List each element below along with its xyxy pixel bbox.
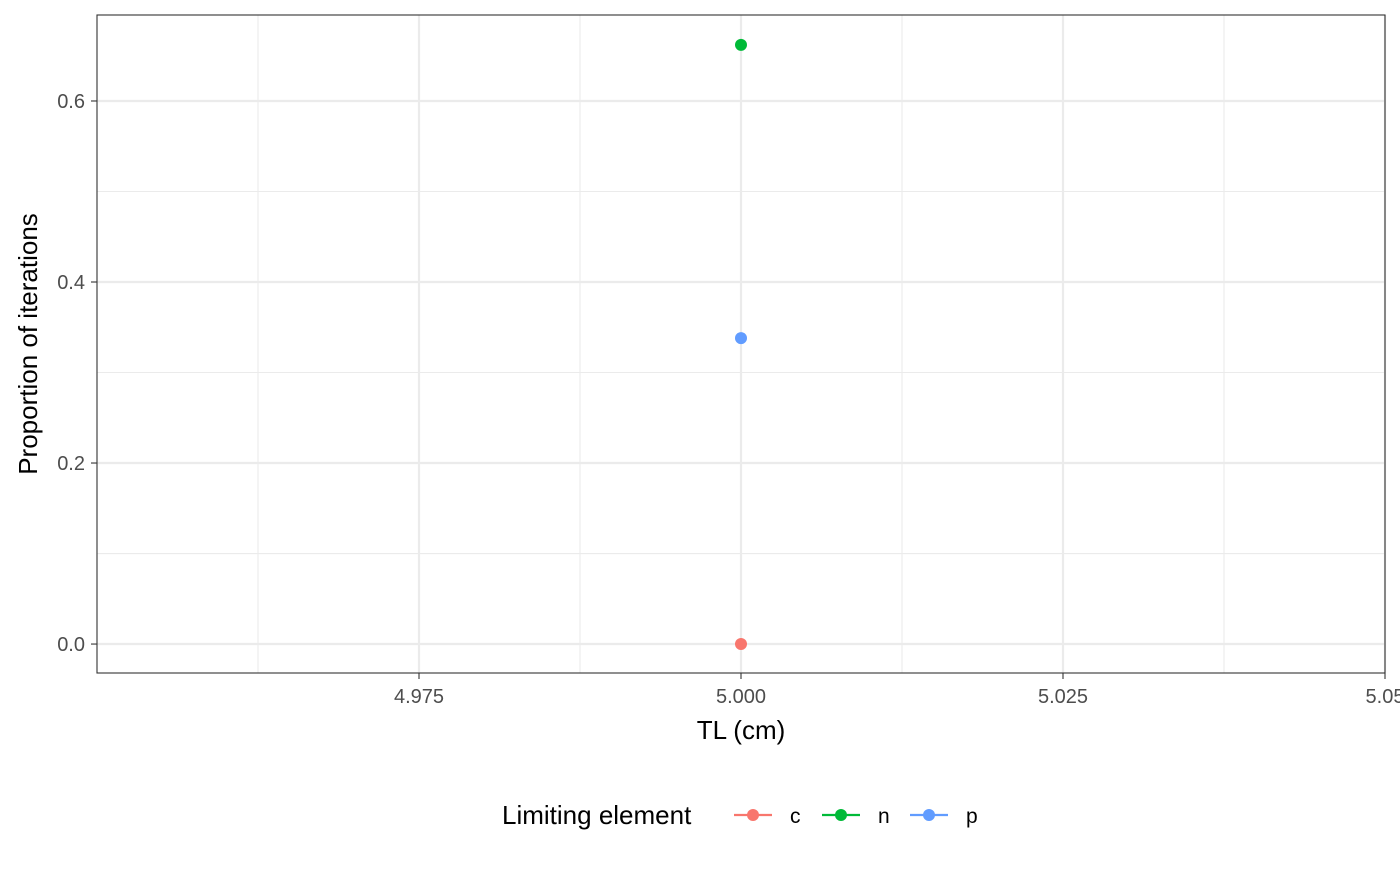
y-tick-label: 0.4 (57, 272, 85, 294)
x-tick-label: 5.000 (716, 686, 766, 708)
legend-item-n: n (822, 805, 890, 828)
legend-item-p: p (910, 805, 978, 828)
y-tick-label: 0.2 (57, 453, 85, 475)
x-tick-label: 5.05 (1366, 686, 1400, 708)
data-point-p (735, 332, 747, 345)
data-point-c (735, 638, 747, 651)
x-tick-label: 4.975 (394, 686, 444, 708)
legend-key-point (835, 809, 847, 821)
legend-label: n (878, 805, 890, 828)
legend-key-point (747, 809, 759, 821)
x-axis-ticks: 4.975 5.000 5.025 5.05 (394, 673, 1400, 708)
y-axis-title: Proportion of iterations (13, 213, 43, 475)
legend-label: p (966, 805, 978, 828)
legend-key-point (923, 809, 935, 821)
legend: Limiting element c n p (502, 800, 978, 830)
legend-title: Limiting element (502, 800, 692, 830)
x-tick-label: 5.025 (1038, 686, 1088, 708)
data-point-n (735, 38, 747, 51)
y-tick-label: 0.6 (57, 91, 85, 113)
y-tick-label: 0.0 (57, 634, 85, 656)
x-axis-title: TL (cm) (697, 715, 786, 745)
legend-label: c (790, 805, 801, 828)
y-axis-ticks: 0.0 0.2 0.4 0.6 (57, 91, 97, 656)
data-points (735, 38, 747, 651)
legend-item-c: c (734, 805, 801, 828)
